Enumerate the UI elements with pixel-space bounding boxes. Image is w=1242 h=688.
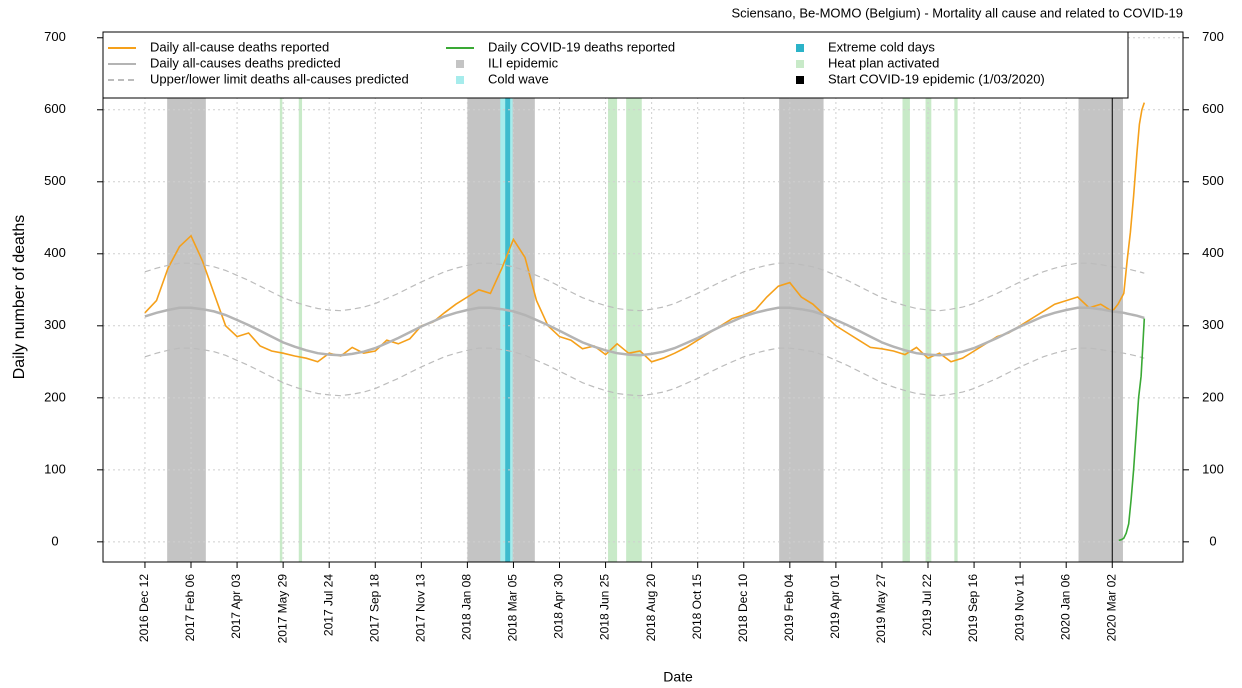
shaded-period (298, 32, 303, 562)
y-tick-label: 0 (51, 533, 58, 548)
x-tick-label: 2017 Feb 06 (183, 574, 197, 642)
y2-tick-label: 0 (1209, 533, 1216, 548)
legend-swatch (796, 44, 804, 52)
y2-tick-label: 300 (1202, 317, 1224, 332)
x-tick-label: 2018 Dec 10 (736, 574, 750, 642)
legend-label: Cold wave (488, 71, 549, 86)
x-tick-label: 2016 Dec 12 (137, 574, 151, 642)
legend-swatch (456, 60, 464, 68)
x-tick-label: 2019 Feb 04 (782, 574, 796, 642)
chart-title: Sciensano, Be-MOMO (Belgium) - Mortality… (731, 5, 1183, 20)
y-tick-label: 100 (44, 461, 66, 476)
plot-frame (102, 31, 1184, 563)
y2-tick-label: 700 (1202, 29, 1224, 44)
y2-tick-label: 600 (1202, 101, 1224, 116)
legend-label: Daily COVID-19 deaths reported (488, 39, 675, 54)
x-tick-label: 2018 Apr 30 (552, 574, 566, 639)
shaded-period (505, 32, 511, 562)
series-line (144, 102, 1146, 363)
x-tick-label: 2017 May 29 (275, 574, 289, 644)
shaded-period (954, 32, 958, 562)
x-tick-label: 2019 Jul 22 (920, 574, 934, 636)
lower-limit-line (144, 347, 1145, 397)
x-tick-label: 2019 Nov 11 (1012, 574, 1026, 641)
x-tick-label: 2017 Jul 24 (321, 574, 335, 636)
y-tick-label: 200 (44, 389, 66, 404)
y2-tick-label: 100 (1202, 461, 1224, 476)
y-tick-label: 500 (44, 173, 66, 188)
x-tick-label: 2018 Jan 08 (460, 574, 474, 640)
series-line (1118, 318, 1146, 542)
x-tick-label: 2019 May 27 (874, 574, 888, 644)
shaded-period (1078, 32, 1123, 562)
shaded-period (626, 32, 642, 562)
x-axis-label: Date (663, 669, 693, 685)
x-tick-label: 2019 Sep 16 (966, 574, 980, 642)
shaded-period (167, 32, 206, 562)
x-tick-label: 2018 Aug 20 (644, 574, 658, 642)
x-tick-label: 2018 Mar 05 (506, 574, 520, 642)
y2-tick-label: 500 (1202, 173, 1224, 188)
legend-box (102, 31, 1129, 99)
x-tick-label: 2017 Apr 03 (229, 574, 243, 639)
upper-limit-line (144, 262, 1145, 312)
x-tick-label: 2017 Nov 13 (413, 574, 427, 642)
legend-label: Start COVID-19 epidemic (1/03/2020) (828, 71, 1045, 86)
x-tick-label: 2017 Sep 18 (367, 574, 381, 642)
legend-label: Upper/lower limit deaths all-causes pred… (150, 71, 409, 86)
x-tick-label: 2018 Oct 15 (690, 574, 704, 640)
legend-label: Extreme cold days (828, 39, 935, 54)
shaded-period (608, 32, 618, 562)
legend-label: ILI epidemic (488, 55, 559, 70)
y2-tick-label: 400 (1202, 245, 1224, 260)
x-tick-label: 2020 Jan 06 (1058, 574, 1072, 640)
series-line (144, 306, 1145, 357)
legend-swatch (796, 60, 804, 68)
legend-label: Daily all-cause deaths reported (150, 39, 329, 54)
shaded-period (902, 32, 910, 562)
y2-tick-label: 200 (1202, 389, 1224, 404)
y-tick-label: 300 (44, 317, 66, 332)
x-tick-label: 2019 Apr 01 (828, 574, 842, 639)
y-tick-label: 400 (44, 245, 66, 260)
legend-label: Heat plan activated (828, 55, 939, 70)
x-tick-label: 2020 Mar 02 (1104, 574, 1118, 642)
legend-swatch (796, 76, 804, 84)
y-axis-label: Daily number of deaths (11, 215, 28, 380)
legend-swatch (456, 76, 464, 84)
y-tick-label: 700 (44, 29, 66, 44)
x-tick-label: 2018 Jun 25 (598, 574, 612, 640)
y-tick-label: 600 (44, 101, 66, 116)
legend-label: Daily all-causes deaths predicted (150, 55, 341, 70)
